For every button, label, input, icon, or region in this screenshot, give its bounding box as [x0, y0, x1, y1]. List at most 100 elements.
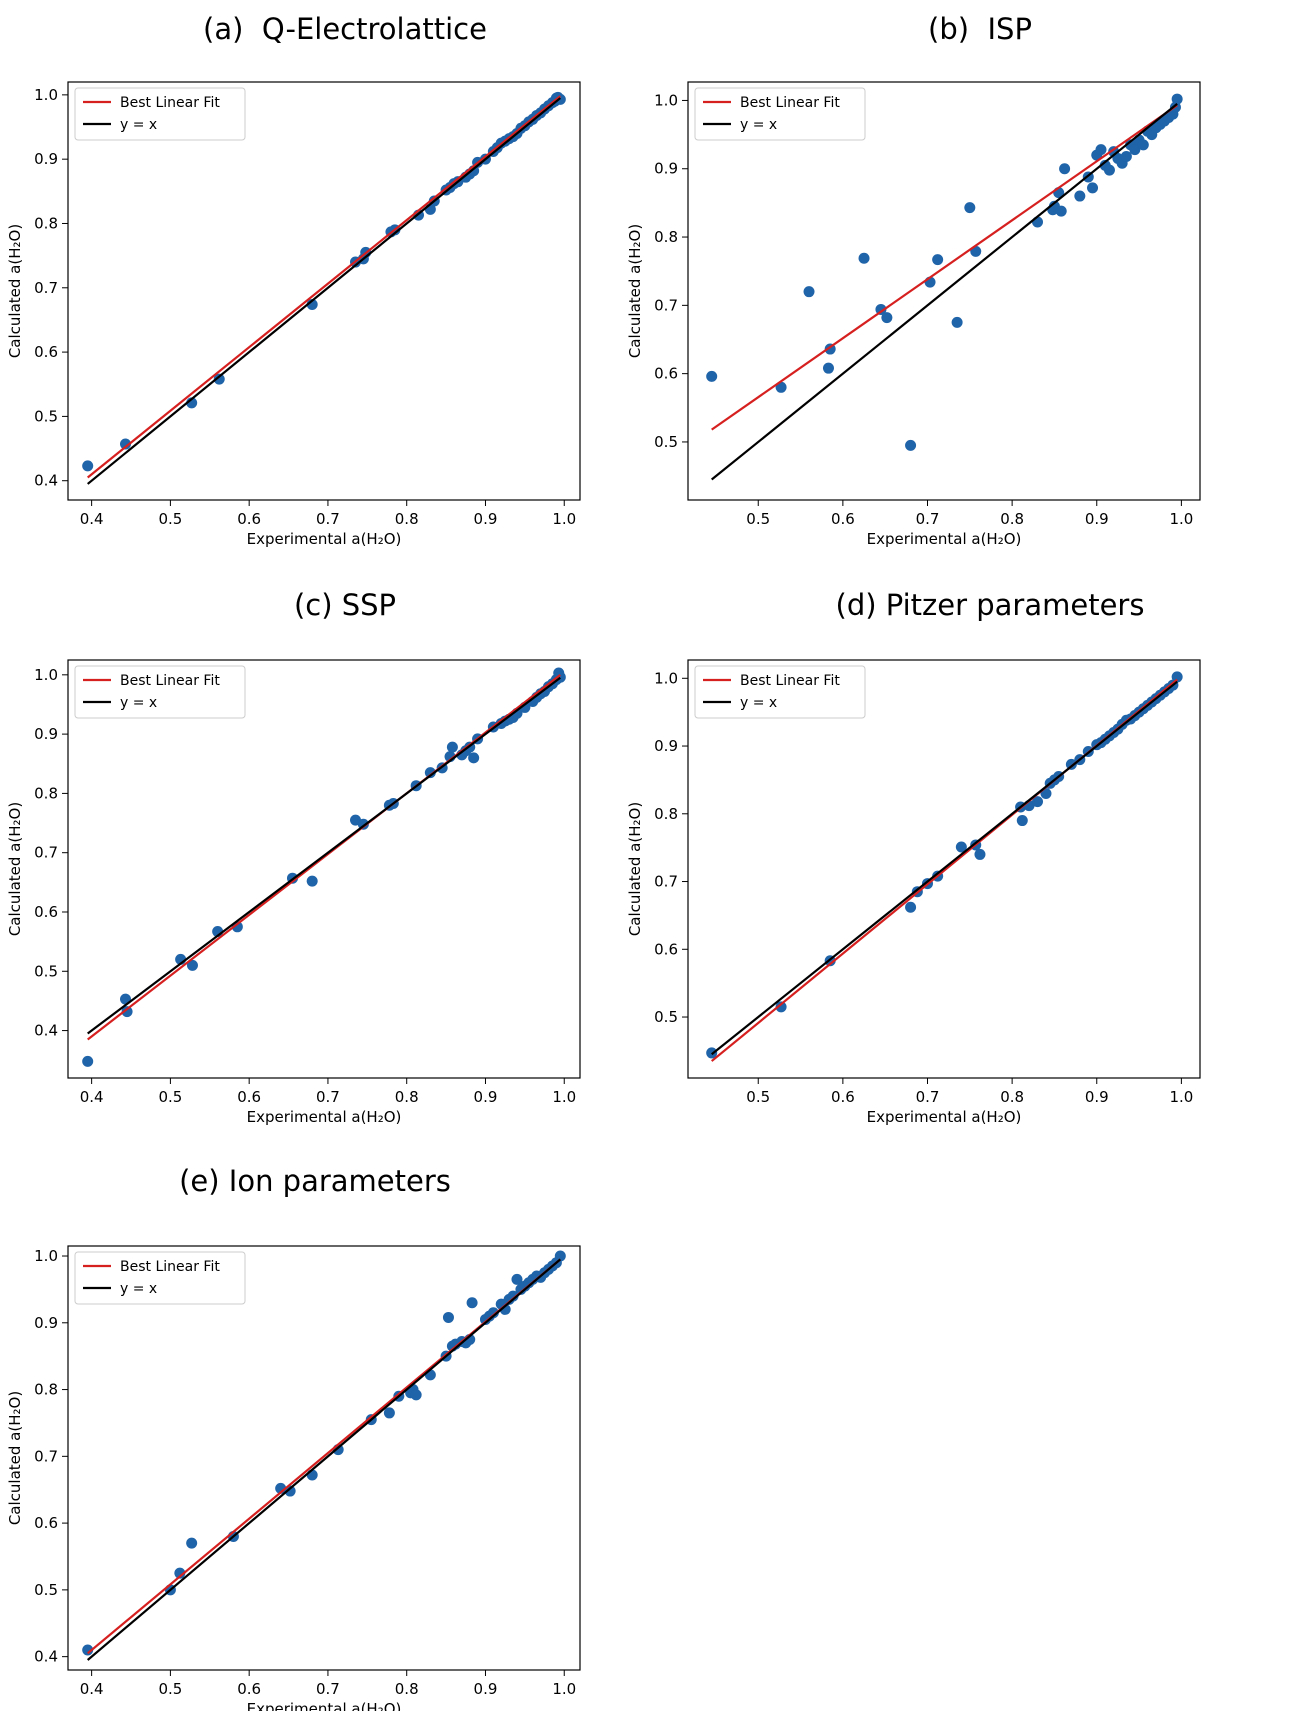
axes-frame: [687, 81, 1201, 501]
legend-label: Best Linear Fit: [740, 673, 840, 689]
data-point: [446, 741, 458, 753]
data-point: [213, 373, 225, 385]
data-point: [1074, 190, 1086, 202]
data-point: [306, 1469, 318, 1481]
y-tick-label: 0.9: [654, 160, 678, 178]
y-tick-label: 0.7: [654, 296, 678, 314]
data-point: [1103, 164, 1115, 176]
data-point: [554, 1250, 566, 1262]
x-tick-label: 0.5: [158, 1088, 182, 1106]
x-tick-label: 0.9: [474, 1088, 498, 1106]
axes-frame: [687, 659, 1201, 1079]
data-point: [1059, 163, 1071, 175]
data-point: [1055, 205, 1067, 217]
identity-line: [86, 97, 562, 485]
x-axis-label: Experimental a(H₂O): [867, 1108, 1022, 1126]
y-tick-label: 0.5: [34, 962, 58, 980]
data-point: [974, 848, 986, 860]
legend-box: [74, 87, 246, 141]
y-tick-label: 0.9: [34, 150, 58, 168]
x-tick-label: 0.9: [474, 510, 498, 528]
y-axis-label: Calculated a(H₂O): [626, 224, 644, 358]
data-point: [951, 316, 963, 328]
data-point: [1137, 139, 1149, 151]
data-point: [487, 1307, 499, 1319]
x-tick-label: 0.8: [395, 1680, 419, 1698]
identity-line: [86, 1258, 562, 1661]
data-point: [706, 370, 718, 382]
x-tick-label: 1.0: [552, 1680, 576, 1698]
x-axis-label: Experimental a(H₂O): [867, 530, 1022, 548]
x-tick-label: 0.9: [474, 1680, 498, 1698]
data-point: [82, 1055, 94, 1067]
legend-box: [694, 87, 866, 141]
legend-label: Best Linear Fit: [120, 673, 220, 689]
legend: Best Linear Fit y = x: [74, 87, 246, 141]
panel-c-title: (c) SSP: [293, 588, 397, 622]
y-tick-label: 0.7: [654, 873, 678, 891]
identity-line: [711, 680, 1178, 1056]
y-tick-label: 1.0: [34, 666, 58, 684]
data-point: [442, 1311, 454, 1323]
x-tick-label: 0.7: [316, 1088, 340, 1106]
data-point: [881, 312, 893, 324]
data-point: [174, 1567, 186, 1579]
x-tick-label: 0.8: [395, 1088, 419, 1106]
data-point: [1016, 815, 1028, 827]
panel-b-title: (b) ISP: [928, 12, 1032, 46]
identity-line: [711, 103, 1178, 481]
legend-label: Best Linear Fit: [740, 95, 840, 111]
data-point: [186, 959, 198, 971]
legend: Best Linear Fit y = x: [74, 1251, 246, 1305]
data-point: [803, 286, 815, 298]
legend-label: Best Linear Fit: [120, 1259, 220, 1275]
panel-d-title: (d) Pitzer parameters: [835, 588, 1145, 622]
data-point: [1129, 144, 1141, 156]
data-point: [466, 1297, 478, 1309]
plot-area: [706, 671, 1183, 1062]
x-tick-label: 1.0: [1169, 510, 1193, 528]
x-tick-label: 0.7: [916, 510, 940, 528]
x-tick-label: 0.6: [831, 1088, 855, 1106]
y-tick-label: 0.6: [34, 1514, 58, 1532]
legend: Best Linear Fit y = x: [694, 87, 866, 141]
y-tick-label: 0.5: [654, 433, 678, 451]
data-point: [905, 901, 917, 913]
chart-panel: 0.4 0.5 0.6 0.7 0.8 0.9 1.0 0.4 0.5 0.6 0.7 0.8 0.9 1…: [6, 1245, 581, 1711]
chart-panel: 0.4 0.5 0.6 0.7 0.8 0.9 1.0 0.4 0.5 0.6 0.7 0.8 0.9 1…: [6, 81, 581, 548]
x-tick-label: 0.5: [746, 1088, 770, 1106]
data-point: [120, 438, 132, 450]
x-tick-label: 0.4: [80, 1088, 104, 1106]
x-axis-label: Experimental a(H₂O): [247, 1108, 402, 1126]
plot-area: [82, 91, 566, 485]
x-tick-label: 0.5: [746, 510, 770, 528]
y-tick-label: 1.0: [654, 669, 678, 687]
x-tick-label: 1.0: [1169, 1088, 1193, 1106]
axes-frame: [67, 659, 581, 1079]
x-tick-label: 0.4: [80, 1680, 104, 1698]
x-tick-label: 0.6: [237, 510, 261, 528]
data-point: [1120, 150, 1132, 162]
best-fit-line: [87, 673, 561, 1041]
y-tick-label: 0.9: [34, 1314, 58, 1332]
x-tick-label: 0.6: [237, 1680, 261, 1698]
y-tick-label: 0.7: [34, 279, 58, 297]
data-point: [858, 252, 870, 264]
y-tick-label: 0.4: [34, 1648, 58, 1666]
data-point: [775, 381, 787, 393]
plot-area: [82, 667, 566, 1067]
data-point: [507, 1290, 519, 1302]
y-tick-label: 0.8: [34, 214, 58, 232]
x-tick-label: 0.9: [1085, 510, 1109, 528]
data-point: [186, 1537, 198, 1549]
y-axis-label: Calculated a(H₂O): [6, 224, 24, 358]
y-tick-label: 1.0: [654, 91, 678, 109]
y-tick-label: 0.7: [34, 844, 58, 862]
data-point: [875, 303, 887, 315]
x-tick-label: 0.8: [1000, 1088, 1024, 1106]
data-point: [1171, 671, 1183, 683]
y-axis-label: Calculated a(H₂O): [6, 1391, 24, 1525]
data-point: [410, 1389, 422, 1401]
chart-panel: 0.5 0.6 0.7 0.8 0.9 1.0 0.5 0.6 0.7 0.8 0.9 1.0 Expe…: [626, 81, 1201, 548]
